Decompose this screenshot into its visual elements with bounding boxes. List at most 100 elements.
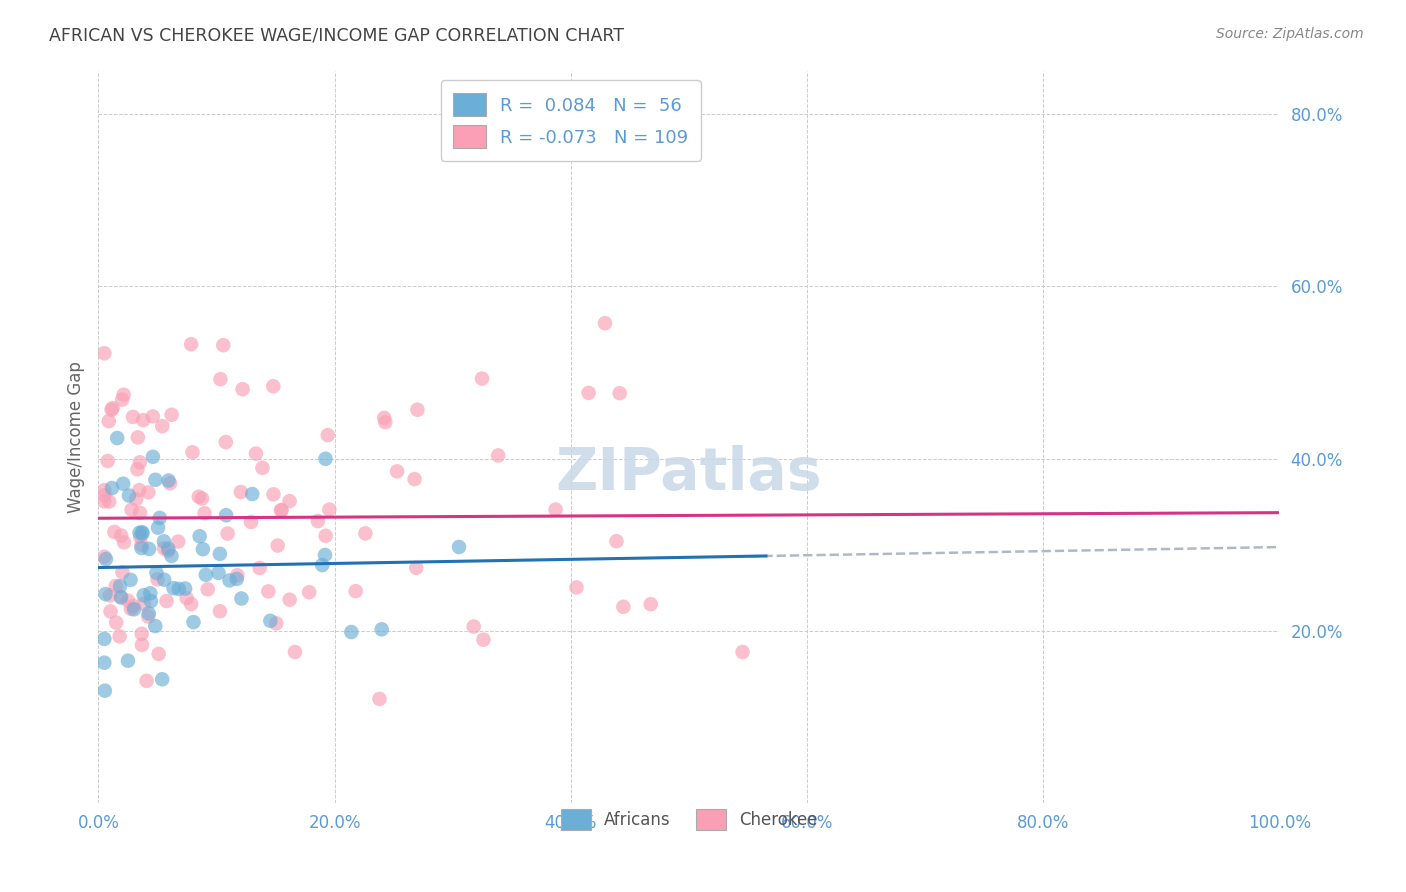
Point <box>112 387 135 401</box>
Point <box>105 431 128 445</box>
Point <box>153 534 176 549</box>
Point <box>226 568 249 582</box>
Point <box>225 572 247 586</box>
Point <box>105 615 128 630</box>
Point <box>117 654 139 668</box>
Point <box>101 481 124 495</box>
Point <box>193 506 215 520</box>
Point <box>578 385 600 400</box>
Point <box>374 415 396 429</box>
Point <box>267 539 290 553</box>
Point <box>157 541 180 556</box>
Point <box>218 574 240 588</box>
Point <box>139 586 162 600</box>
Point <box>145 566 167 580</box>
Point <box>157 474 180 488</box>
Point <box>150 673 173 687</box>
Point <box>122 599 145 613</box>
Point <box>111 392 134 407</box>
Point <box>609 386 631 401</box>
Point <box>142 409 165 424</box>
Point <box>318 502 340 516</box>
Point <box>191 542 214 557</box>
Point <box>127 430 149 444</box>
Point <box>181 445 204 459</box>
Point <box>132 588 155 602</box>
Point <box>266 616 288 631</box>
Point <box>122 409 145 424</box>
Point <box>98 494 121 508</box>
Point <box>612 599 634 614</box>
Point <box>159 476 181 491</box>
Point <box>94 683 117 698</box>
Point <box>94 587 117 601</box>
Point <box>97 414 120 428</box>
Point <box>160 549 183 563</box>
Point <box>245 447 267 461</box>
Point <box>139 594 162 608</box>
Point <box>97 454 120 468</box>
Point <box>463 619 485 633</box>
Point <box>153 541 176 556</box>
Point <box>340 625 363 640</box>
Point <box>138 541 160 556</box>
Point <box>128 525 150 540</box>
Point <box>150 419 173 434</box>
Point <box>94 552 117 566</box>
Point <box>262 487 284 501</box>
Point <box>101 401 124 416</box>
Point <box>111 565 134 579</box>
Point <box>311 558 333 573</box>
Point <box>472 632 495 647</box>
Point <box>406 402 429 417</box>
Point <box>486 449 509 463</box>
Point <box>143 619 166 633</box>
Point <box>138 485 160 500</box>
Point <box>232 382 254 396</box>
Point <box>122 602 145 616</box>
Point <box>278 494 301 508</box>
Point <box>565 581 588 595</box>
Point <box>131 541 153 555</box>
Point <box>145 473 167 487</box>
Point <box>110 591 132 605</box>
Point <box>93 346 115 360</box>
Point <box>112 476 135 491</box>
Point <box>270 503 292 517</box>
Point <box>212 338 235 352</box>
Point <box>131 538 153 552</box>
Point <box>120 602 142 616</box>
Point <box>187 490 209 504</box>
Point <box>121 502 143 516</box>
Point <box>98 589 121 603</box>
Point <box>131 525 153 540</box>
Point <box>100 604 122 618</box>
Point <box>731 645 754 659</box>
Point <box>284 645 307 659</box>
Point <box>316 428 339 442</box>
Point <box>160 408 183 422</box>
Point <box>404 472 426 486</box>
Point <box>368 692 391 706</box>
Point <box>110 590 132 604</box>
Point <box>262 379 284 393</box>
Point <box>103 524 125 539</box>
Point <box>174 582 197 596</box>
Point <box>149 511 172 525</box>
Point <box>307 514 329 528</box>
Point <box>135 673 157 688</box>
Point <box>108 579 131 593</box>
Point <box>270 503 292 517</box>
Point <box>110 528 132 542</box>
Point <box>405 561 427 575</box>
Point <box>229 485 252 500</box>
Point <box>354 526 377 541</box>
Text: ZIPatlas: ZIPatlas <box>555 445 823 502</box>
Text: Source: ZipAtlas.com: Source: ZipAtlas.com <box>1216 27 1364 41</box>
Point <box>155 594 177 608</box>
Point <box>447 540 470 554</box>
Point <box>385 464 408 478</box>
Point <box>112 535 135 549</box>
Point <box>129 530 152 544</box>
Point <box>278 592 301 607</box>
